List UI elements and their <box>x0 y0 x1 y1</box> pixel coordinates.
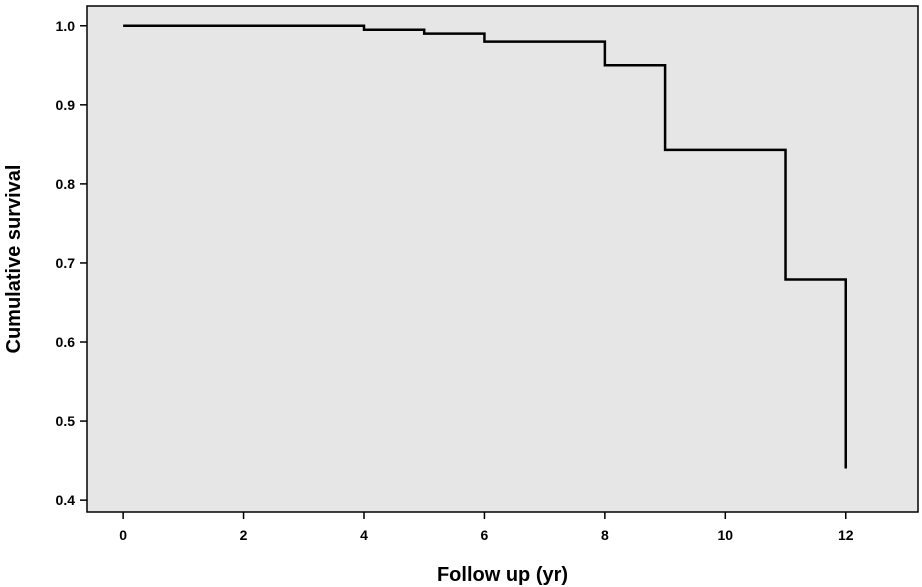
plot-area <box>86 5 919 513</box>
x-tick-label: 8 <box>601 527 609 543</box>
y-axis-ticks: 0.4 0.5 0.6 0.7 0.8 0.9 1.0 <box>56 18 87 508</box>
y-axis-title: Cumulative survival <box>3 165 25 354</box>
x-tick-label: 10 <box>718 527 734 543</box>
y-tick-label: 1.0 <box>56 18 76 34</box>
series-layer <box>123 24 847 469</box>
y-tick-label: 0.9 <box>56 97 76 113</box>
y-tick-label: 0.7 <box>56 255 76 271</box>
x-tick-label: 2 <box>240 527 248 543</box>
x-tick-label: 12 <box>838 527 854 543</box>
x-tick-label: 4 <box>360 527 368 543</box>
x-axis-title: Follow up (yr) <box>437 564 568 586</box>
y-tick-label: 0.6 <box>56 334 76 350</box>
x-axis-ticks: 0 2 4 6 8 10 12 <box>119 512 854 543</box>
y-tick-label: 0.5 <box>56 413 76 429</box>
y-tick-label: 0.4 <box>56 492 76 508</box>
y-tick-label: 0.8 <box>56 176 76 192</box>
survival-step-line <box>123 24 847 469</box>
x-tick-label: 6 <box>481 527 489 543</box>
x-tick-label: 0 <box>119 527 127 543</box>
